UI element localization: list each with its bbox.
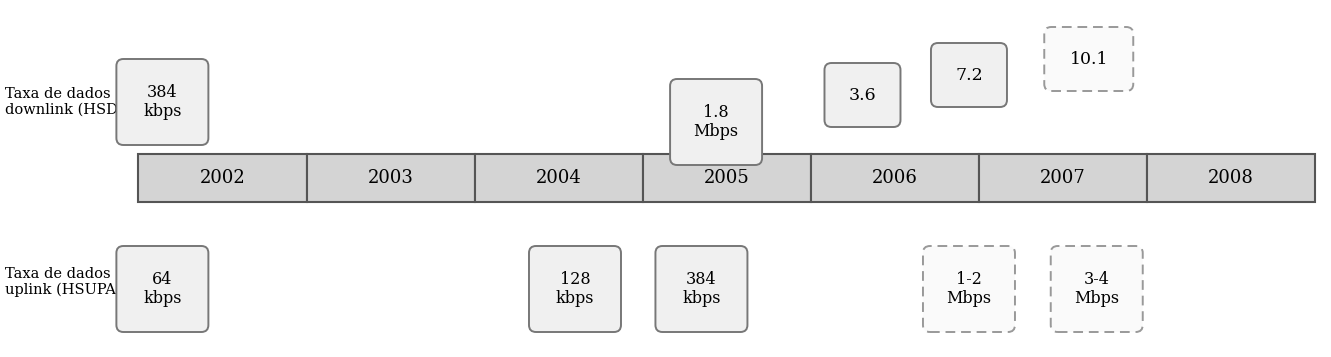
Text: 2006: 2006	[872, 169, 918, 187]
FancyBboxPatch shape	[528, 246, 622, 332]
FancyBboxPatch shape	[930, 43, 1008, 107]
FancyBboxPatch shape	[306, 154, 475, 202]
Text: 2005: 2005	[704, 169, 749, 187]
Text: 7.2: 7.2	[956, 66, 982, 84]
Text: 1-2
Mbps: 1-2 Mbps	[946, 271, 992, 307]
Text: 2007: 2007	[1040, 169, 1086, 187]
FancyBboxPatch shape	[655, 246, 748, 332]
FancyBboxPatch shape	[643, 154, 811, 202]
FancyBboxPatch shape	[811, 154, 978, 202]
Text: Taxa de dados em
downlink (HSDPA): Taxa de dados em downlink (HSDPA)	[5, 87, 142, 117]
FancyBboxPatch shape	[669, 79, 763, 165]
Text: Taxa de dados em
uplink (HSUPA): Taxa de dados em uplink (HSUPA)	[5, 267, 137, 297]
FancyBboxPatch shape	[824, 63, 901, 127]
Text: 2002: 2002	[200, 169, 245, 187]
FancyBboxPatch shape	[1050, 246, 1143, 332]
FancyBboxPatch shape	[116, 59, 209, 145]
Text: 64
kbps: 64 kbps	[144, 271, 181, 307]
FancyBboxPatch shape	[1147, 154, 1315, 202]
FancyBboxPatch shape	[475, 154, 643, 202]
Text: 384
kbps: 384 kbps	[144, 84, 181, 120]
FancyBboxPatch shape	[978, 154, 1147, 202]
Text: 3.6: 3.6	[849, 86, 876, 104]
Text: 1.8
Mbps: 1.8 Mbps	[693, 104, 739, 140]
FancyBboxPatch shape	[922, 246, 1016, 332]
Text: 128
kbps: 128 kbps	[556, 271, 594, 307]
Text: 10.1: 10.1	[1070, 50, 1107, 67]
Text: 2008: 2008	[1209, 169, 1254, 187]
Text: 2004: 2004	[536, 169, 582, 187]
FancyBboxPatch shape	[116, 246, 209, 332]
Text: 384
kbps: 384 kbps	[683, 271, 720, 307]
Text: 2003: 2003	[367, 169, 414, 187]
FancyBboxPatch shape	[138, 154, 306, 202]
Text: 3-4
Mbps: 3-4 Mbps	[1074, 271, 1119, 307]
FancyBboxPatch shape	[1045, 27, 1133, 91]
